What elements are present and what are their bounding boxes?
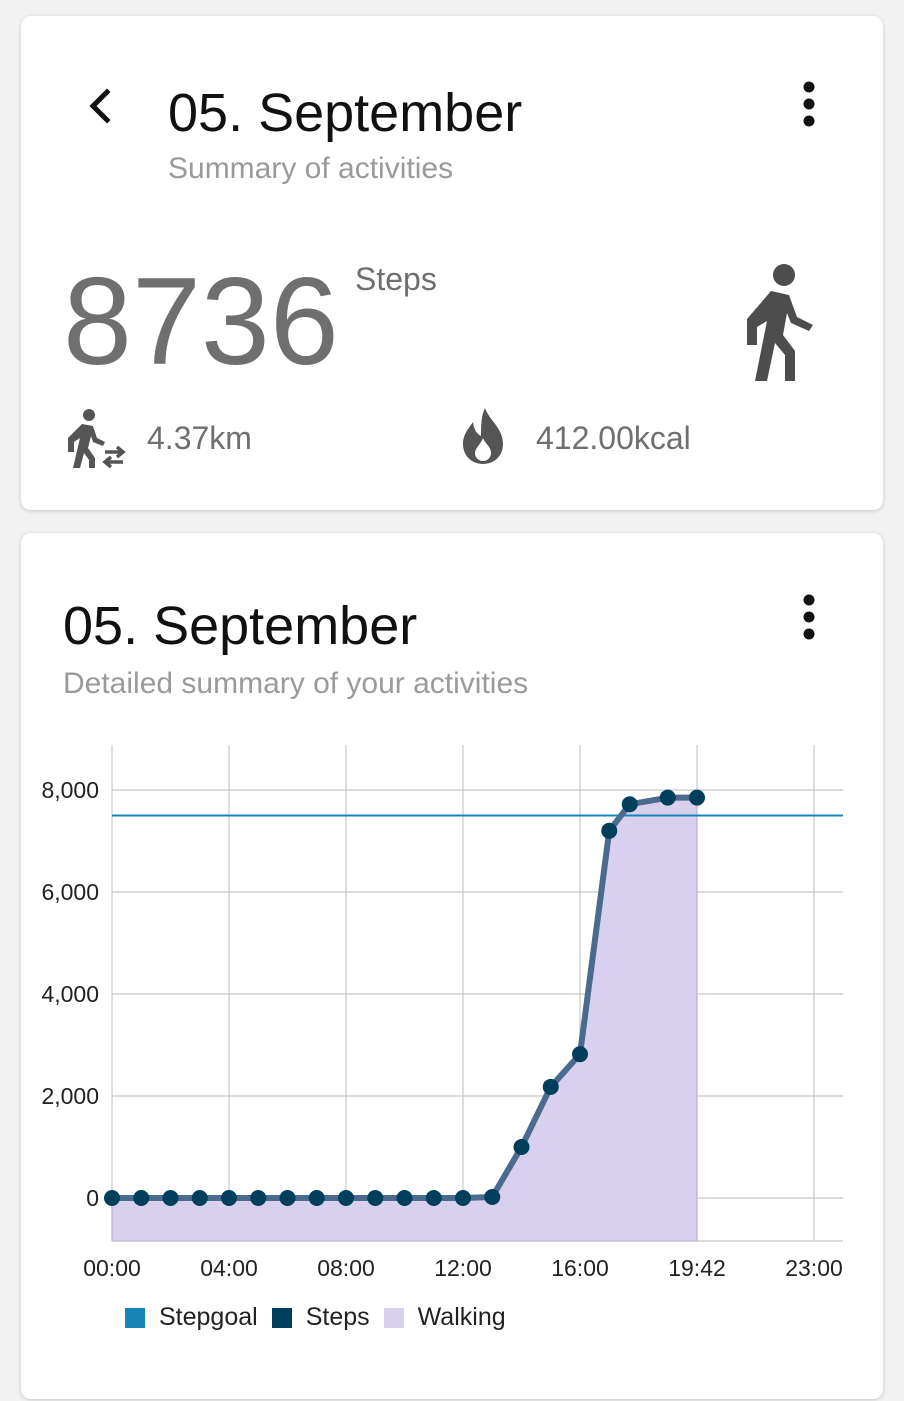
detail-overflow-menu-button[interactable] [789, 587, 829, 647]
steps-point [455, 1190, 471, 1206]
legend-swatch-steps [271, 1307, 292, 1328]
x-tick-label: 12:00 [434, 1255, 492, 1281]
steps-point [133, 1190, 150, 1206]
steps-point [308, 1190, 325, 1206]
fire-icon [463, 408, 503, 464]
distance-walk-icon [68, 409, 126, 469]
summary-card: 05. September Summary of activities 8736… [21, 16, 883, 510]
steps-point [367, 1190, 384, 1206]
legend-swatch-stepgoal [125, 1307, 145, 1328]
steps-unit-label: Steps [355, 261, 437, 297]
x-tick-label: 04:00 [200, 1255, 258, 1281]
steps-point [396, 1190, 413, 1206]
steps-point [572, 1046, 588, 1063]
directions-walk-icon [747, 264, 813, 381]
legend-item-walking: Walking [383, 1303, 506, 1332]
y-tick-label: 0 [86, 1185, 99, 1211]
steps-point [162, 1190, 179, 1206]
back-button[interactable] [77, 84, 121, 128]
x-tick-label: 16:00 [551, 1255, 609, 1281]
chart-legend: Stepgoal Steps Walking [125, 1303, 520, 1332]
page-subtitle: Summary of activities [168, 152, 454, 185]
detail-subtitle: Detailed summary of your activities [63, 667, 529, 700]
y-tick-label: 2,000 [41, 1083, 99, 1109]
legend-item-stepgoal: Stepgoal [125, 1303, 258, 1332]
page-title: 05. September [168, 83, 523, 143]
more-vert-icon [803, 81, 815, 127]
legend-label: Walking [417, 1303, 506, 1331]
steps-chart: 8,000 6,000 4,000 2,000 0 00:00 04:00 08:00 12:0… [41, 745, 843, 1281]
steps-point [425, 1190, 442, 1206]
steps-point [621, 796, 638, 813]
legend-swatch-walking [383, 1307, 404, 1328]
calories-value: 412.00kcal [536, 420, 691, 456]
steps-point [104, 1190, 120, 1206]
walking-area [111, 797, 698, 1242]
steps-point [221, 1190, 237, 1206]
x-tick-label: 23:00 [785, 1255, 843, 1281]
steps-point [542, 1078, 559, 1095]
steps-point [484, 1188, 501, 1205]
x-tick-label: 00:00 [83, 1255, 141, 1281]
legend-item-steps: Steps [271, 1303, 370, 1332]
y-tick-label: 6,000 [41, 879, 99, 905]
steps-count: 8736 [63, 253, 339, 391]
y-tick-label: 4,000 [41, 981, 99, 1007]
steps-point [338, 1190, 354, 1206]
distance-value: 4.37km [147, 420, 252, 456]
chevron-left-icon [89, 88, 111, 124]
steps-point [659, 789, 676, 806]
steps-point [191, 1190, 208, 1206]
steps-point [250, 1190, 267, 1206]
detail-title: 05. September [63, 596, 418, 656]
overflow-menu-button[interactable] [789, 74, 829, 134]
steps-point [689, 789, 705, 806]
y-tick-label: 8,000 [41, 777, 99, 803]
steps-point [279, 1190, 296, 1206]
x-tick-label: 08:00 [317, 1255, 375, 1281]
x-tick-label: 19:42 [668, 1255, 726, 1281]
legend-label: Stepgoal [159, 1303, 258, 1331]
steps-point [513, 1139, 530, 1155]
more-vert-icon [803, 594, 815, 640]
steps-point [601, 822, 618, 839]
legend-label: Steps [305, 1303, 370, 1331]
detail-card: 05. September Detailed summary of your a… [21, 533, 883, 1399]
